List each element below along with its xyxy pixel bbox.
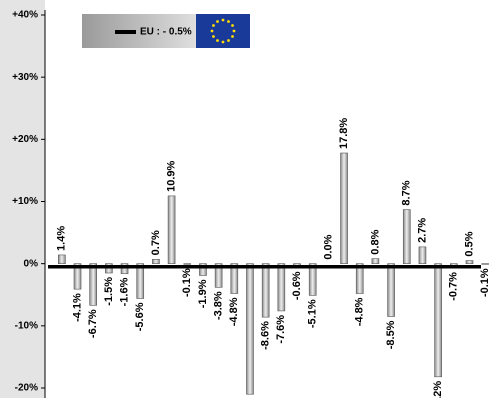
bar bbox=[89, 263, 97, 306]
bar bbox=[261, 263, 270, 318]
y-tick-label: -20% bbox=[15, 383, 38, 394]
value-label: -4.8% bbox=[228, 297, 240, 326]
bar bbox=[214, 263, 223, 288]
bar bbox=[371, 258, 380, 264]
bar bbox=[136, 263, 145, 299]
value-label: 1.4% bbox=[56, 226, 68, 251]
value-label: -4.1% bbox=[71, 293, 83, 322]
value-label: -1.5% bbox=[103, 277, 115, 306]
value-label: 0.5% bbox=[463, 231, 475, 256]
y-tick-label: -10% bbox=[15, 320, 38, 331]
bar bbox=[58, 254, 66, 264]
value-label: -1.6% bbox=[118, 277, 130, 306]
value-label: 0.8% bbox=[369, 229, 381, 254]
bar bbox=[340, 152, 348, 264]
value-label: -7.6% bbox=[275, 315, 287, 344]
y-tick-label: 0% bbox=[24, 258, 39, 269]
value-label: 17.8% bbox=[338, 118, 350, 149]
bar bbox=[465, 260, 474, 264]
eu-flag bbox=[196, 14, 250, 48]
value-label: -5.1% bbox=[307, 299, 319, 328]
bar bbox=[418, 246, 427, 264]
value-label: -0.7% bbox=[448, 272, 460, 301]
value-label: -6.7% bbox=[87, 309, 99, 338]
plot-area bbox=[45, 0, 493, 398]
value-label: -0.6% bbox=[291, 271, 303, 300]
bar bbox=[481, 263, 489, 265]
value-label: 0.0% bbox=[322, 234, 334, 259]
bar bbox=[434, 263, 442, 378]
value-label: -8.6% bbox=[260, 321, 272, 350]
bar bbox=[402, 209, 411, 264]
bar bbox=[199, 263, 207, 276]
y-tick-label: +30% bbox=[12, 72, 38, 83]
value-label: 2.7% bbox=[416, 218, 428, 243]
value-label: -0.1% bbox=[181, 268, 193, 297]
bar bbox=[73, 263, 82, 290]
bar bbox=[387, 263, 395, 317]
value-label: 10.9% bbox=[165, 160, 177, 191]
value-label: -18.2% bbox=[432, 381, 444, 398]
bar bbox=[167, 195, 176, 264]
bar bbox=[355, 263, 364, 294]
bar bbox=[308, 263, 317, 296]
value-label: -8.5% bbox=[385, 320, 397, 349]
bar bbox=[246, 263, 254, 395]
value-label: 0.7% bbox=[150, 230, 162, 255]
value-label: -4.8% bbox=[354, 297, 366, 326]
bar bbox=[230, 263, 239, 294]
value-label: -0.1% bbox=[479, 268, 491, 297]
value-label: 8.7% bbox=[401, 180, 413, 205]
value-label: -1.9% bbox=[197, 279, 209, 308]
value-label: -3.8% bbox=[213, 291, 225, 320]
y-tick-label: +40% bbox=[12, 10, 38, 21]
bar bbox=[277, 263, 286, 312]
bar bbox=[120, 263, 129, 274]
legend-label: EU : - 0.5% bbox=[140, 27, 192, 38]
y-tick-label: +20% bbox=[12, 134, 38, 145]
value-label: -5.6% bbox=[134, 302, 146, 331]
y-tick-label: +10% bbox=[12, 196, 38, 207]
bar bbox=[152, 259, 160, 264]
bar bbox=[183, 263, 192, 265]
